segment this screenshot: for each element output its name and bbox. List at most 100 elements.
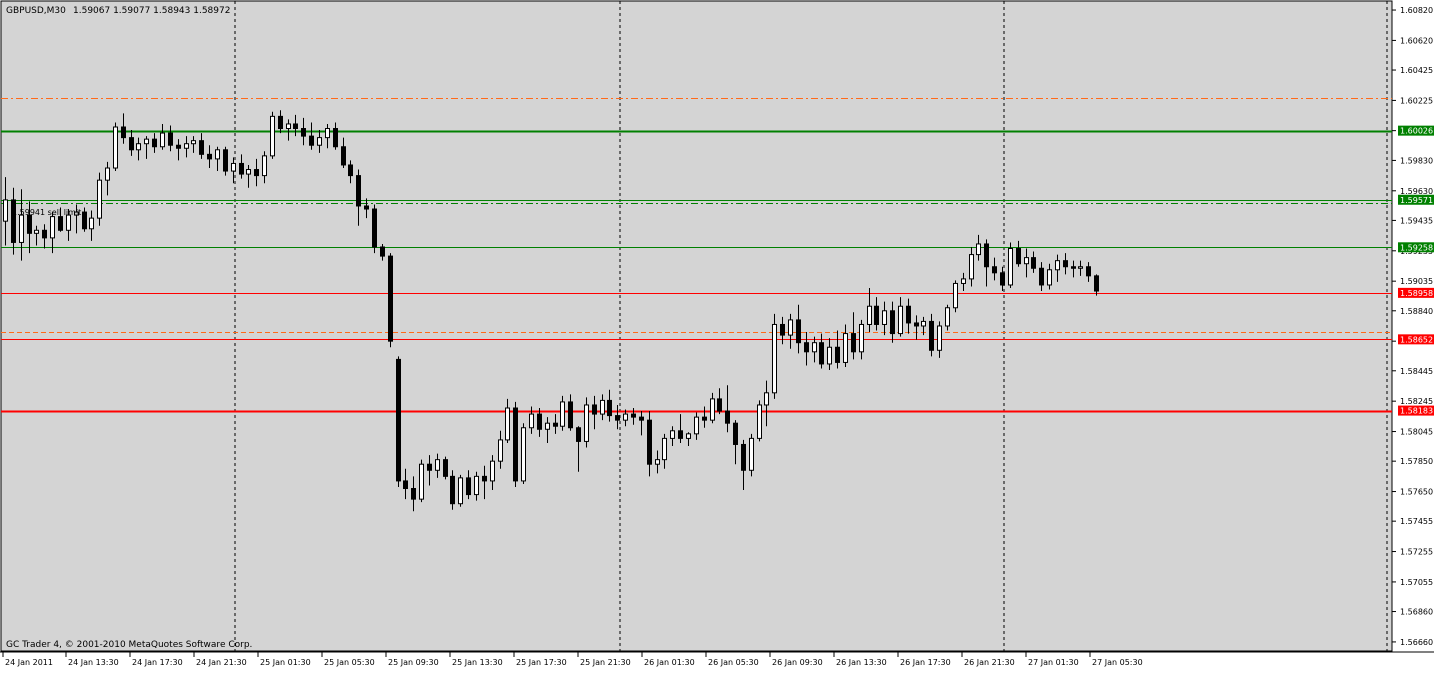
candle-body — [356, 175, 361, 207]
x-tick-label: 26 Jan 21:30 — [964, 658, 1015, 667]
candle-body — [191, 140, 196, 145]
candle-body — [58, 216, 63, 231]
candle-body — [914, 322, 919, 327]
candle-body — [859, 323, 864, 353]
candle-body — [1055, 260, 1060, 271]
candle-body — [529, 413, 534, 429]
candle-body — [1031, 257, 1036, 269]
candle-body — [623, 413, 628, 421]
candle-body — [812, 342, 817, 353]
candle-body — [27, 214, 32, 234]
x-tick-label: 26 Jan 01:30 — [644, 658, 695, 667]
candle-body — [906, 305, 911, 324]
candle-body — [545, 422, 550, 430]
x-tick-label: 26 Jan 13:30 — [836, 658, 887, 667]
y-tick-label: 1.60820 — [1400, 6, 1433, 15]
candle-body — [843, 333, 848, 363]
candle-body — [380, 246, 385, 257]
level-tag — [1398, 194, 1434, 205]
y-tick-label: 1.60620 — [1400, 36, 1433, 45]
candle-body — [168, 132, 173, 146]
level-tag-label: 1.60026 — [1400, 127, 1433, 136]
candle-body — [82, 211, 87, 230]
y-tick-label: 1.60225 — [1400, 96, 1433, 105]
candle-body — [560, 401, 565, 427]
y-tick-label: 1.58840 — [1400, 307, 1433, 316]
candle-body — [961, 278, 966, 284]
candle-body — [262, 155, 267, 177]
candle-body — [584, 404, 589, 442]
candle-body — [890, 310, 895, 335]
level-tag-label: 1.58652 — [1400, 335, 1433, 344]
candle-body — [97, 179, 102, 219]
candle-body — [1016, 248, 1021, 265]
candle-body — [403, 480, 408, 490]
candle-body — [921, 320, 926, 327]
order-label: 1.59941 sell limit — [12, 208, 81, 217]
candle-body — [764, 392, 769, 406]
candle-body — [435, 459, 440, 471]
x-tick-label: 25 Jan 21:30 — [580, 658, 631, 667]
candle-body — [254, 169, 259, 177]
candle-body — [1071, 266, 1076, 269]
candle-body — [647, 419, 652, 465]
candle-body — [631, 413, 636, 418]
candle-body — [231, 162, 236, 172]
candle-body — [710, 398, 715, 421]
y-tick-label: 1.57055 — [1400, 578, 1433, 587]
candle-body — [607, 399, 612, 417]
candle-body — [474, 475, 479, 496]
level-tag — [1398, 242, 1434, 253]
candle-body — [851, 333, 856, 353]
candle-body — [804, 342, 809, 353]
candle-body — [505, 407, 510, 441]
y-tick-label: 1.58445 — [1400, 367, 1433, 376]
candle-body — [1000, 272, 1005, 286]
candle-body — [780, 323, 785, 336]
candle-body — [207, 153, 212, 160]
candle-body — [317, 137, 322, 146]
x-tick-label: 24 Jan 17:30 — [132, 658, 183, 667]
y-tick-label: 1.58045 — [1400, 428, 1433, 437]
candle-body — [372, 208, 377, 248]
candle-body — [419, 463, 424, 500]
candle-body — [364, 205, 369, 210]
candle-body — [121, 126, 126, 139]
candle-body — [286, 123, 291, 130]
candle-body — [325, 128, 330, 139]
x-tick-label: 25 Jan 13:30 — [452, 658, 503, 667]
candle-body — [929, 320, 934, 351]
candle-body — [537, 413, 542, 430]
vertical-grid — [234, 1, 1388, 651]
symbol-label: GBPUSD,M30 — [6, 6, 66, 16]
candle-body — [992, 266, 997, 274]
candle-body — [129, 137, 134, 151]
x-tick-label: 26 Jan 09:30 — [772, 658, 823, 667]
candle-body — [686, 433, 691, 439]
candle-body — [976, 243, 981, 256]
candle-body — [702, 416, 707, 421]
candle-body — [184, 143, 189, 149]
candle-body — [89, 217, 94, 230]
candle-body — [199, 140, 204, 155]
candle-body — [678, 430, 683, 439]
candle-body — [42, 229, 47, 239]
candle-body — [835, 346, 840, 363]
candle-body — [450, 475, 455, 505]
level-tag-label: 1.58183 — [1400, 407, 1433, 416]
candle-body — [1008, 248, 1013, 286]
plot-area[interactable] — [0, 0, 1393, 652]
candle-body — [521, 427, 526, 482]
level-tag-label: 1.58958 — [1400, 289, 1433, 298]
candle-body — [466, 477, 471, 496]
candle-body — [819, 342, 824, 365]
x-tick-label: 27 Jan 01:30 — [1028, 658, 1079, 667]
level-tags: 1.60026 1.59571 1.59258 1.58958 1.58652 1.581… — [1398, 125, 1434, 416]
candle-body — [309, 135, 314, 146]
level-tag-label: 1.59571 — [1400, 196, 1433, 205]
candle-body — [945, 307, 950, 327]
candle-body — [725, 410, 730, 424]
candle-body — [239, 162, 244, 175]
